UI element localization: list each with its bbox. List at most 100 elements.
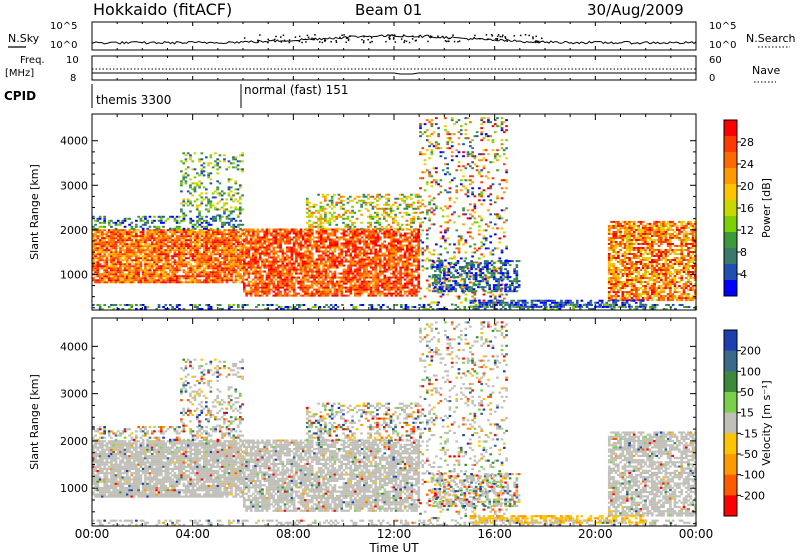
power-cell [387,250,391,253]
power-cell [281,256,285,259]
power-cell [383,274,387,277]
power-cell [344,209,348,212]
power-cell [430,181,434,184]
power-cell [480,219,483,222]
power-cell [335,230,339,233]
power-cell [295,240,298,243]
power-cell [308,228,312,231]
power-cell [119,255,122,258]
power-cell [116,233,120,236]
power-cell [376,193,379,196]
power-cell [353,284,357,287]
power-cell [110,261,113,264]
power-cell [390,244,393,247]
power-cell [401,248,405,251]
power-cell [96,263,100,266]
power-cell [166,279,170,282]
power-cell [410,284,414,287]
power-cell [299,234,303,237]
power-cell [322,288,325,291]
power-cell [274,274,278,277]
power-cell [200,225,204,228]
power-cell [408,250,411,253]
power-cell [389,209,393,212]
power-cell [243,270,246,273]
power-cell [385,254,389,257]
power-cell [148,233,152,236]
power-cell [331,234,334,237]
power-cell [205,253,208,256]
power-cell [312,203,316,206]
power-cell [247,242,251,245]
power-cell [326,266,330,269]
power-cell [319,221,323,224]
power-cell [304,260,307,263]
power-cell [157,277,161,280]
power-cell [478,195,481,198]
power-cell [164,231,168,234]
power-cell [175,261,179,264]
power-cell [214,152,217,155]
power-cell [369,232,373,235]
power-cell [301,266,305,269]
power-cell [227,267,231,270]
power-cell [304,294,307,297]
power-cell [326,260,330,263]
power-cell [412,274,416,277]
power-cell [473,297,477,300]
power-cell [227,243,231,246]
power-cell [407,195,411,198]
power-cell [367,248,371,251]
power-cell [322,264,325,267]
power-cell [196,281,199,284]
power-cell [276,268,280,271]
power-cell [223,231,227,234]
power-cell [96,249,100,252]
power-cell [480,203,483,206]
power-cell [263,266,267,269]
power-cell [263,236,267,239]
power-cell [191,275,195,278]
power-cell [254,260,257,263]
power-cell [123,219,127,222]
power-cell [221,257,224,260]
power-cell [437,143,440,146]
power-cell [347,234,350,237]
power-cell [385,246,389,249]
power-cell [286,280,289,283]
power-cell [381,252,384,255]
power-cell [342,264,346,267]
power-cell [216,237,220,240]
power-cell [166,235,170,238]
power-cell [283,256,287,259]
freq-tick-bottom: 8 [70,73,76,84]
power-cell [110,251,113,254]
power-cell [236,279,240,282]
power-cell [232,227,236,230]
power-cell [480,133,483,136]
power-cell [382,209,386,212]
power-cell [394,294,398,297]
power-cell [421,229,425,232]
power-cell [315,288,319,291]
power-cell [317,223,320,226]
power-cell [178,235,181,238]
power-cell [372,234,375,237]
power-cell [358,232,362,235]
power-cell [356,280,359,283]
power-cell [265,290,269,293]
power-cell [356,230,359,233]
power-cell [267,280,271,283]
power-cell [209,247,213,250]
power-cell [256,266,260,269]
power-cell [200,158,204,161]
power-cell [141,273,145,276]
power-cell [202,198,206,201]
power-cell [385,234,389,237]
power-cell [346,225,350,228]
power-cell [448,173,452,176]
power-cell [173,269,177,272]
power-cell [247,234,251,237]
freq-panel: Freq. [MHz] 10 8 60 0 Nave [5,55,780,84]
power-cell [209,279,213,282]
